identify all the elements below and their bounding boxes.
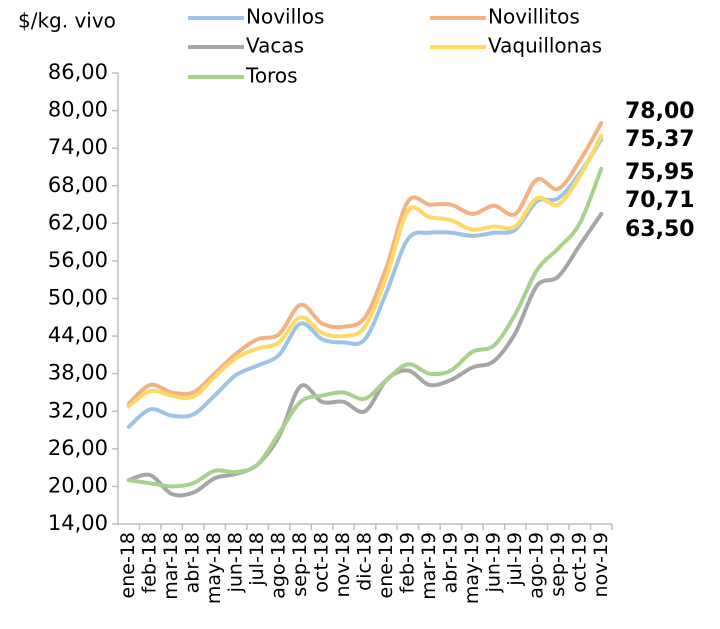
y-tick-label: 26,00	[48, 436, 108, 460]
line	[126, 121, 604, 406]
value-label: 63,50	[625, 217, 695, 242]
legend-label: Toros	[245, 64, 298, 88]
x-tick-label: nov-18	[332, 532, 354, 597]
x-tick-label: may-18	[203, 532, 225, 604]
y-tick-label: 80,00	[48, 98, 108, 122]
y-tick-label: 68,00	[48, 173, 108, 197]
value-label: 70,71	[625, 188, 695, 213]
x-tick-label: jun-19	[482, 532, 504, 593]
x-tick-label: oct-19	[568, 532, 590, 593]
y-tick-label: 14,00	[48, 511, 108, 535]
legend-label: Novillitos	[488, 5, 580, 29]
y-tick-label: 38,00	[48, 361, 108, 385]
x-tick-label: abr-19	[439, 532, 461, 593]
x-tick-label: feb-19	[396, 532, 418, 593]
y-tick-label: 86,00	[48, 60, 108, 84]
y-axis-label: $/kg. vivo	[18, 9, 116, 33]
x-tick-label: jul-19	[504, 532, 526, 587]
value-label: 75,95	[625, 160, 695, 185]
x-tick-label: feb-18	[139, 532, 161, 593]
line	[126, 133, 604, 409]
x-tick-label: ene-19	[375, 532, 397, 598]
y-tick-label: 50,00	[48, 286, 108, 310]
x-tick-label: dic-18	[354, 532, 376, 591]
x-tick-label: ago-19	[525, 532, 547, 599]
y-tick-label: 20,00	[48, 473, 108, 497]
x-tick-label: mar-18	[160, 532, 182, 600]
y-tick-label: 32,00	[48, 398, 108, 422]
y-tick-label: 62,00	[48, 210, 108, 234]
y-tick-label: 74,00	[48, 135, 108, 159]
x-tick-label: may-19	[461, 532, 483, 604]
x-tick-label: nov-19	[590, 532, 612, 597]
x-tick-label: sep-19	[547, 532, 569, 597]
x-tick-label: jun-18	[225, 532, 247, 593]
x-tick-label: mar-19	[418, 532, 440, 600]
y-tick-label: 56,00	[48, 248, 108, 272]
x-tick-label: ene-18	[117, 532, 139, 598]
x-tick-label: oct-18	[311, 532, 333, 593]
x-tick-label: sep-18	[289, 532, 311, 597]
legend-label: Vacas	[246, 34, 304, 58]
y-tick-label: 44,00	[48, 323, 108, 347]
value-label: 75,37	[625, 127, 695, 152]
legend-label: Vaquillonas	[488, 34, 602, 58]
value-label: 78,00	[625, 99, 695, 124]
legend-label: Novillos	[246, 5, 324, 29]
x-tick-label: ago-18	[268, 532, 290, 599]
x-tick-label: abr-18	[182, 532, 204, 593]
line	[126, 166, 604, 489]
x-tick-label: jul-18	[246, 532, 268, 587]
line	[126, 211, 604, 498]
